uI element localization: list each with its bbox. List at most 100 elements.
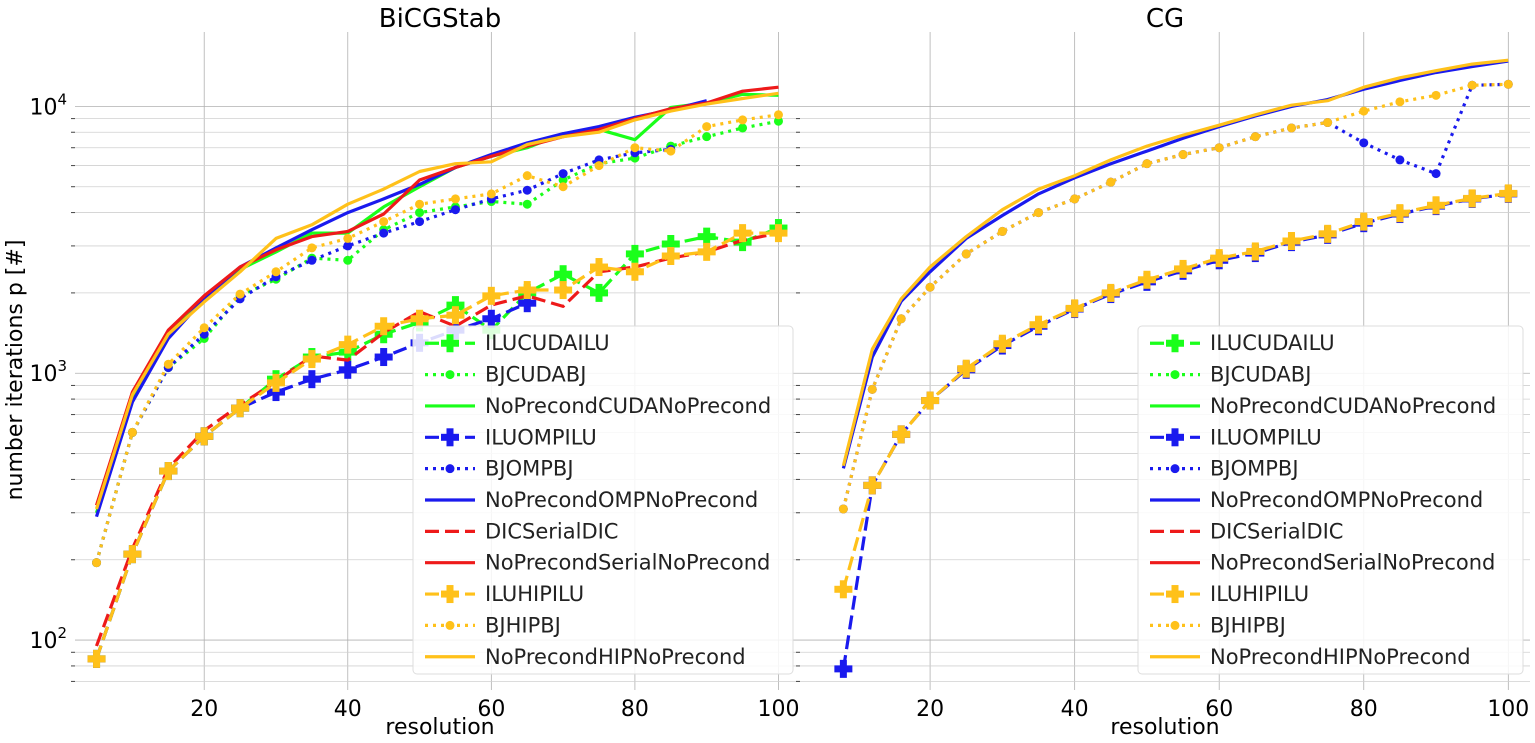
legend-item: BJHIPBJ [1150, 613, 1286, 637]
data-point [1210, 249, 1229, 268]
chart-title: BiCGStab [379, 4, 502, 34]
data-point [1354, 212, 1373, 231]
data-point [554, 265, 573, 284]
data-point [482, 286, 501, 305]
plot-area: 20 40 60 80 100 102 103 104 ILUCUDAILU BJCUDABJ No… [29, 32, 800, 722]
legend-item: NoPrecondOMPNoPrecond [425, 488, 758, 512]
data-point [1318, 224, 1337, 243]
series-line [841, 58, 1509, 467]
legend-item: NoPrecondHIPNoPrecond [425, 645, 746, 669]
legend-marker [1170, 464, 1180, 474]
data-point [446, 296, 465, 315]
legend-item: NoPrecondOMPNoPrecond [1150, 488, 1483, 512]
data-point [415, 208, 425, 218]
data-point [92, 558, 102, 568]
data-point [1286, 123, 1296, 133]
legend-item: BJCUDABJ [1150, 363, 1311, 387]
legend-label: BJOMPBJ [485, 457, 574, 481]
data-point [993, 334, 1012, 353]
legend-label: ILUHIPILU [1210, 582, 1309, 606]
legend-marker [1166, 334, 1184, 353]
data-point [594, 161, 604, 171]
legend-label: BJHIPBJ [485, 613, 561, 637]
y-tick-label: 103 [29, 357, 67, 387]
data-point [302, 350, 321, 369]
legend-label: BJHIPBJ [1210, 613, 1286, 637]
legend-item: ILUCUDAILU [425, 331, 610, 355]
data-point [834, 580, 853, 599]
data-point [625, 244, 644, 263]
legend-label: NoPrecondHIPNoPrecond [1210, 645, 1471, 669]
legend-item: ILUOMPILU [425, 425, 597, 449]
data-point [661, 246, 680, 265]
legend-item: NoPrecondCUDANoPrecond [425, 394, 771, 418]
x-tick-label: 100 [757, 697, 799, 722]
data-point [307, 243, 317, 253]
data-point [374, 348, 393, 367]
data-point [302, 370, 321, 389]
x-tick-label: 20 [916, 697, 944, 722]
legend-item: BJCUDABJ [425, 363, 586, 387]
legend: ILUCUDAILU BJCUDABJ NoPrecondCUDANoPrecond… [412, 325, 794, 675]
x-tick-label: 60 [477, 697, 505, 722]
data-point [1065, 299, 1084, 318]
chart-panel-bicgstab: BiCGStab resolution 20 40 60 80 100 102 103 104… [29, 4, 800, 740]
legend-item: ILUOMPILU [1150, 425, 1322, 449]
data-point [338, 335, 357, 354]
data-point [231, 399, 250, 418]
legend-label: DICSerialDIC [485, 519, 618, 543]
data-point [446, 306, 465, 325]
data-point [1359, 138, 1369, 148]
data-point [697, 227, 716, 246]
data-point [307, 255, 317, 265]
data-point [518, 281, 537, 300]
data-point [630, 143, 640, 153]
series-line [94, 85, 779, 506]
data-point [195, 427, 214, 446]
legend-label: ILUOMPILU [1210, 425, 1322, 449]
data-point [343, 255, 353, 265]
legend-label: NoPrecondSerialNoPrecond [485, 551, 770, 575]
data-point [1246, 242, 1265, 261]
data-point [87, 649, 106, 668]
data-point [738, 115, 748, 125]
data-point [266, 383, 285, 402]
data-point [450, 205, 460, 215]
data-point [1282, 231, 1301, 250]
series-line [94, 231, 779, 647]
legend-label: ILUCUDAILU [1210, 331, 1335, 355]
x-tick-label: 80 [621, 697, 649, 722]
data-point [1034, 208, 1044, 218]
legend-marker [1170, 370, 1180, 380]
series-group [834, 58, 1518, 678]
data-point [867, 384, 877, 394]
data-point [925, 282, 935, 292]
data-point [486, 189, 496, 199]
series-line [841, 82, 1509, 510]
data-point [558, 175, 568, 185]
legend-label: ILUOMPILU [485, 425, 597, 449]
legend-label: NoPrecondCUDANoPrecond [1210, 394, 1496, 418]
legend-label: BJCUDABJ [485, 363, 586, 387]
data-point [838, 504, 848, 514]
data-point [1029, 315, 1048, 334]
series-line [94, 147, 671, 564]
y-axis-label: number iterations p [#] [3, 240, 28, 501]
series-line [94, 113, 779, 564]
data-point [1323, 118, 1333, 128]
data-point [343, 241, 353, 251]
data-point [415, 217, 425, 227]
data-point [379, 228, 389, 238]
data-point [554, 281, 573, 300]
legend-item: NoPrecondSerialNoPrecond [425, 551, 770, 575]
data-point [625, 262, 644, 281]
legend-marker [445, 464, 455, 474]
data-point [522, 171, 532, 181]
data-point [199, 323, 209, 333]
data-point [1142, 159, 1152, 169]
x-tick-label: 100 [1487, 697, 1529, 722]
data-point [127, 427, 137, 437]
legend-label: BJOMPBJ [1210, 457, 1299, 481]
data-point [415, 199, 425, 209]
data-point [522, 199, 532, 209]
